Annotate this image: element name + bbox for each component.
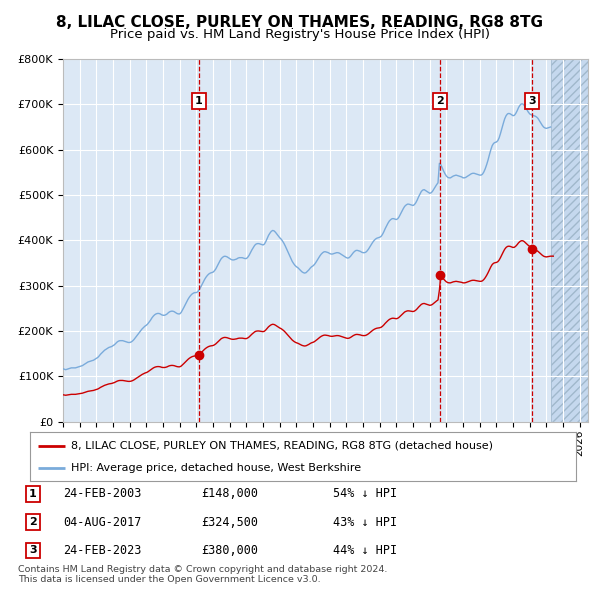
Text: 3: 3 <box>29 546 37 555</box>
Bar <box>551 59 588 422</box>
Text: HPI: Average price, detached house, West Berkshire: HPI: Average price, detached house, West… <box>71 463 361 473</box>
Text: 1: 1 <box>195 96 203 106</box>
Text: 24-FEB-2003: 24-FEB-2003 <box>63 487 142 500</box>
Text: 24-FEB-2023: 24-FEB-2023 <box>63 544 142 557</box>
Text: Contains HM Land Registry data © Crown copyright and database right 2024.
This d: Contains HM Land Registry data © Crown c… <box>18 565 388 584</box>
Text: £324,500: £324,500 <box>201 516 258 529</box>
Text: 3: 3 <box>529 96 536 106</box>
Text: 43% ↓ HPI: 43% ↓ HPI <box>333 516 397 529</box>
Text: 54% ↓ HPI: 54% ↓ HPI <box>333 487 397 500</box>
Text: 2: 2 <box>29 517 37 527</box>
Text: 8, LILAC CLOSE, PURLEY ON THAMES, READING, RG8 8TG: 8, LILAC CLOSE, PURLEY ON THAMES, READIN… <box>56 15 544 30</box>
Text: 44% ↓ HPI: 44% ↓ HPI <box>333 544 397 557</box>
Bar <box>551 59 588 422</box>
Text: Price paid vs. HM Land Registry's House Price Index (HPI): Price paid vs. HM Land Registry's House … <box>110 28 490 41</box>
Text: 2: 2 <box>436 96 443 106</box>
Text: 8, LILAC CLOSE, PURLEY ON THAMES, READING, RG8 8TG (detached house): 8, LILAC CLOSE, PURLEY ON THAMES, READIN… <box>71 441 493 451</box>
Text: £148,000: £148,000 <box>201 487 258 500</box>
Text: £380,000: £380,000 <box>201 544 258 557</box>
Text: 04-AUG-2017: 04-AUG-2017 <box>63 516 142 529</box>
Text: 1: 1 <box>29 489 37 499</box>
